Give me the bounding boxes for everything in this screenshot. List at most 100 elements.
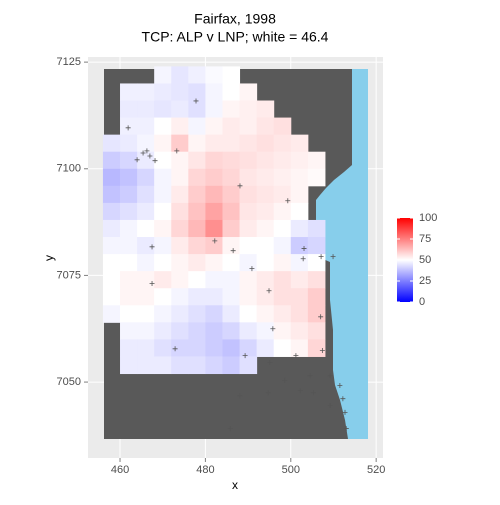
cell [307,219,326,238]
cell [188,254,206,272]
cell [154,100,172,119]
booth-marker [300,256,306,262]
cell [171,100,189,119]
cell [137,288,155,306]
cell [188,134,206,153]
cell [171,117,189,136]
cell [239,168,258,187]
cell [188,202,206,221]
cell [222,117,241,136]
cell [154,271,172,289]
cell [205,83,223,102]
booth-marker [297,388,303,394]
cell [290,185,309,204]
booth-marker [265,390,271,396]
colorbar [397,218,413,302]
booth-marker [237,393,243,399]
booth-marker [242,353,248,359]
cell [188,100,206,119]
cell [239,322,258,340]
cell [171,271,189,289]
cell [239,305,258,323]
cell [222,356,241,375]
cell [307,237,326,255]
cell [256,134,275,153]
cell [137,202,155,221]
cell [273,134,292,153]
cell [290,339,309,357]
cell [137,305,155,323]
cell [188,117,206,136]
cell [239,134,258,153]
cell [273,271,292,289]
booth-marker [330,254,336,260]
cell [171,185,189,204]
booth-marker [307,373,313,379]
cell [205,117,223,136]
cell [102,185,121,204]
cell [154,134,172,153]
cell [120,339,138,357]
booth-marker [337,382,343,388]
cell [120,168,138,187]
cell [120,219,138,238]
cell [188,151,206,170]
booth-marker [310,390,316,396]
booth-marker [230,248,236,254]
cell [102,168,121,187]
cell [171,254,189,272]
booth-marker [134,157,140,163]
cell [239,356,258,375]
cell [239,100,258,119]
cell [154,117,172,136]
cell [205,339,223,357]
cell [273,168,292,187]
cell [222,202,241,221]
cell [171,305,189,323]
cell [137,117,155,136]
cell [120,322,138,340]
cell [137,339,155,357]
cell [154,219,172,238]
cell [154,66,172,84]
cell [171,288,189,306]
cell [205,237,223,255]
cell [205,356,223,375]
cell [290,219,309,238]
booth-marker [174,148,180,154]
cell [120,151,138,170]
cell [290,322,309,340]
cell [154,185,172,204]
cell [290,134,309,153]
cell [222,134,241,153]
chart-subtitle: TCP: ALP v LNP; white = 46.4 [142,29,329,45]
cell [307,271,326,289]
cell [222,219,241,238]
cell [239,219,258,238]
cell [137,254,155,272]
cell [171,83,189,102]
cell [307,288,326,306]
booth-marker [125,125,131,131]
cell [239,237,258,255]
colorbar-label: 0 [419,296,425,308]
y-axis-title: y [42,255,56,261]
cell [273,117,292,136]
cell [205,322,223,340]
cell [273,185,292,204]
cell [256,117,275,136]
x-tick-label: 480 [196,464,214,476]
cell [290,271,309,289]
cell [171,322,189,340]
cell [205,288,223,306]
y-tick-label: 7075 [57,269,81,281]
cell [256,219,275,238]
booth-marker [267,359,273,365]
cell [188,219,206,238]
cell [171,66,189,84]
cell [205,134,223,153]
cell [256,254,275,272]
x-tick-label: 460 [111,464,129,476]
cell [205,219,223,238]
cell [171,151,189,170]
